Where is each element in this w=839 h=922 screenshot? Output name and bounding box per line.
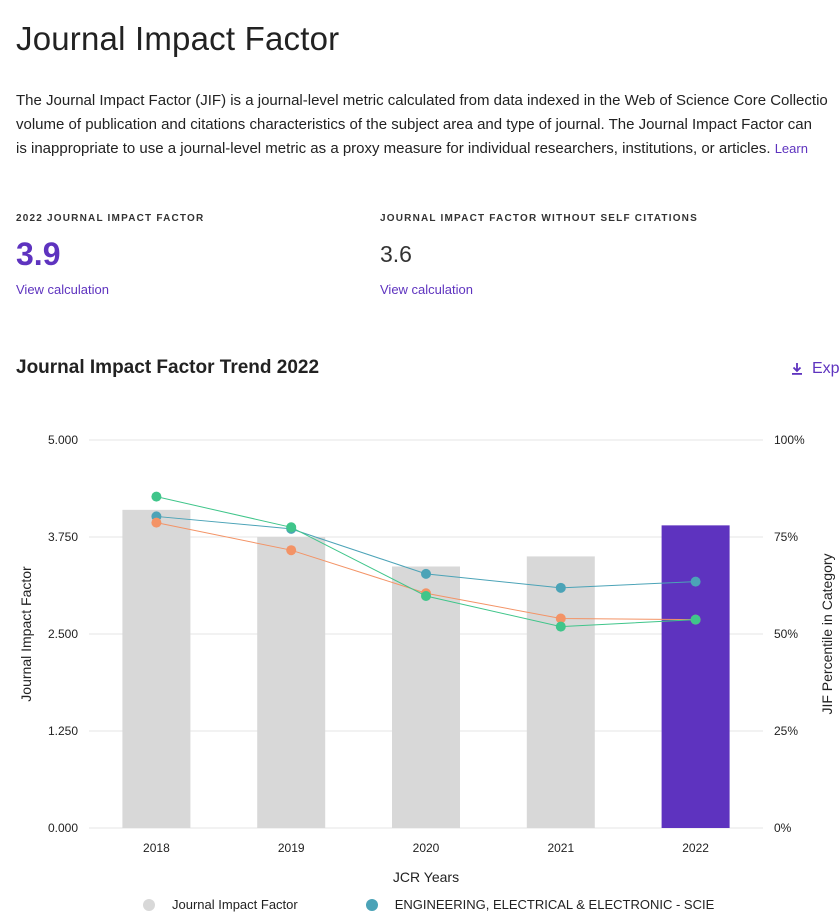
series-point xyxy=(286,545,297,556)
learn-more-link[interactable]: Learn xyxy=(774,141,808,156)
series-point xyxy=(690,614,701,625)
download-icon xyxy=(792,363,802,375)
description-line-text: is inappropriate to use a journal-level … xyxy=(16,140,771,157)
y2-tick-label: 50% xyxy=(774,627,798,641)
bar xyxy=(661,525,730,828)
legend-label-category: ENGINEERING, ELECTRICAL & ELECTRONIC - S… xyxy=(394,897,715,912)
legend-item-category[interactable]: ENGINEERING, ELECTRICAL & ELECTRONIC - S… xyxy=(365,897,715,912)
series-point xyxy=(421,590,431,601)
legend-dot-jif xyxy=(143,898,155,911)
jif-no-self-value: 3.6 xyxy=(380,241,412,267)
series-point xyxy=(555,613,566,624)
x-axis-title: JCR Years xyxy=(393,869,459,885)
x-tick-label: 2022 xyxy=(682,841,709,855)
x-tick-label: 2018 xyxy=(143,841,170,855)
series-point xyxy=(555,582,566,593)
y2-tick-label: 25% xyxy=(774,724,798,738)
page-title: Journal Impact Factor xyxy=(16,20,340,57)
legend-label-jif: Journal Impact Factor xyxy=(172,897,298,912)
y-tick-label: 1.250 xyxy=(48,724,78,738)
y2-tick-label: 100% xyxy=(774,433,805,447)
bar xyxy=(257,537,326,828)
y-tick-label: 2.500 xyxy=(48,627,78,641)
chart-legend: Journal Impact Factor ENGINEERING, ELECT… xyxy=(143,897,782,912)
y-axis-title: Journal Impact Factor xyxy=(18,566,34,702)
jif-value: 3.9 xyxy=(16,236,61,272)
jif-metric: 2022 JOURNAL IMPACT FACTOR 3.9 View calc… xyxy=(16,213,204,297)
x-tick-label: 2021 xyxy=(547,841,574,855)
description: The Journal Impact Factor (JIF) is a jou… xyxy=(16,89,839,161)
series-point xyxy=(555,621,566,632)
jif-view-calculation-link[interactable]: View calculation xyxy=(16,282,109,297)
legend-dot-category xyxy=(365,898,378,911)
y2-axis-title: JIF Percentile in Category xyxy=(819,553,835,714)
description-line: is inappropriate to use a journal-level … xyxy=(16,137,839,161)
legend-item-jif[interactable]: Journal Impact Factor xyxy=(143,897,298,912)
series-point xyxy=(690,576,701,587)
bar xyxy=(392,566,460,828)
y-tick-label: 0.000 xyxy=(48,821,78,835)
description-line: volume of publication and citations char… xyxy=(16,116,812,133)
x-tick-label: 2019 xyxy=(278,841,305,855)
series-point xyxy=(151,517,162,528)
description-line: The Journal Impact Factor (JIF) is a jou… xyxy=(16,92,828,109)
y2-tick-label: 75% xyxy=(774,530,798,544)
export-button[interactable]: Exp xyxy=(790,360,839,378)
export-label: Exp xyxy=(812,360,839,377)
y-tick-label: 5.000 xyxy=(48,433,78,447)
jif-no-self-metric: JOURNAL IMPACT FACTOR WITHOUT SELF CITAT… xyxy=(380,213,698,297)
jif-no-self-label: JOURNAL IMPACT FACTOR WITHOUT SELF CITAT… xyxy=(380,213,698,224)
bar xyxy=(526,556,595,828)
jif-label: 2022 JOURNAL IMPACT FACTOR xyxy=(16,213,205,224)
bar xyxy=(122,509,191,828)
y2-tick-label: 0% xyxy=(774,821,792,835)
trend-title: Journal Impact Factor Trend 2022 xyxy=(16,357,320,378)
series-point xyxy=(286,522,297,533)
jif-no-self-view-calculation-link[interactable]: View calculation xyxy=(380,282,473,297)
x-tick-label: 2020 xyxy=(413,841,440,855)
series-point xyxy=(421,568,431,579)
series-point xyxy=(151,491,162,502)
y-tick-label: 3.750 xyxy=(48,530,78,544)
